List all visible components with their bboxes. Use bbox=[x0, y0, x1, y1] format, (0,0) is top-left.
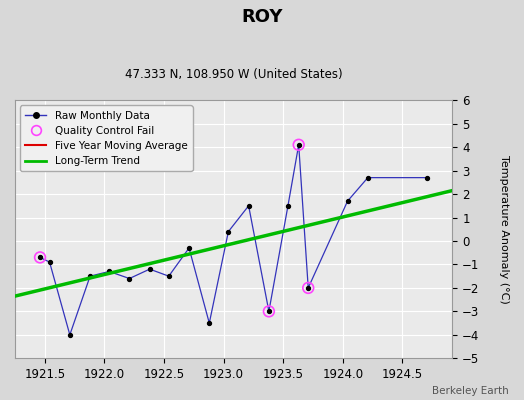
Point bbox=[205, 320, 213, 326]
Point bbox=[343, 198, 352, 204]
Y-axis label: Temperature Anomaly (°C): Temperature Anomaly (°C) bbox=[499, 155, 509, 304]
Point bbox=[284, 202, 292, 209]
Text: ROY: ROY bbox=[241, 8, 283, 26]
Point bbox=[36, 254, 44, 261]
Point bbox=[265, 308, 273, 314]
Point bbox=[125, 275, 134, 282]
Text: Berkeley Earth: Berkeley Earth bbox=[432, 386, 508, 396]
Point bbox=[423, 174, 432, 181]
Point bbox=[66, 332, 74, 338]
Point bbox=[304, 285, 312, 291]
Point bbox=[294, 142, 303, 148]
Point bbox=[86, 273, 94, 279]
Point bbox=[364, 174, 372, 181]
Point bbox=[46, 259, 54, 265]
Point bbox=[224, 228, 233, 235]
Point bbox=[244, 202, 253, 209]
Point bbox=[185, 245, 193, 251]
Point bbox=[146, 266, 154, 272]
Point bbox=[105, 268, 113, 275]
Point bbox=[304, 285, 312, 291]
Point bbox=[265, 308, 273, 314]
Point bbox=[36, 254, 44, 261]
Point bbox=[165, 273, 173, 279]
Title: 47.333 N, 108.950 W (United States): 47.333 N, 108.950 W (United States) bbox=[125, 68, 343, 81]
Point bbox=[294, 142, 303, 148]
Legend: Raw Monthly Data, Quality Control Fail, Five Year Moving Average, Long-Term Tren: Raw Monthly Data, Quality Control Fail, … bbox=[20, 106, 192, 172]
